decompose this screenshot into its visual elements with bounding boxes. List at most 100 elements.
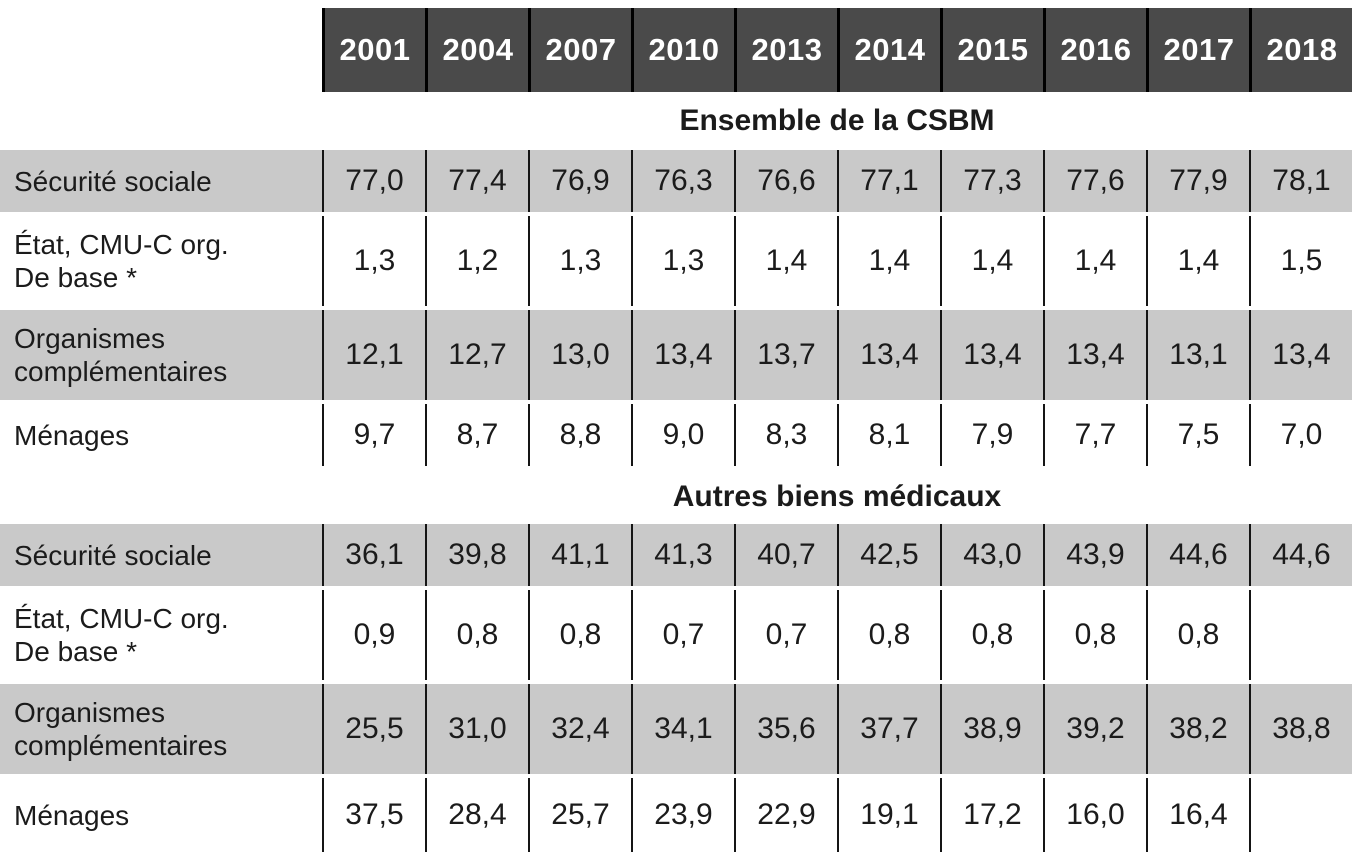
value-cell: 41,1 xyxy=(528,524,631,586)
value-cell: 77,3 xyxy=(940,150,1043,212)
value-cell: 25,7 xyxy=(528,778,631,852)
section-title: Ensemble de la CSBM xyxy=(679,104,995,137)
row-label: Organismes complémentaires xyxy=(14,323,228,387)
value-cell: 34,1 xyxy=(631,684,734,774)
year-header-cell: 2007 xyxy=(531,8,631,92)
value-cell: 38,8 xyxy=(1249,684,1352,774)
year-header-cell: 2010 xyxy=(634,8,734,92)
value-cell: 37,7 xyxy=(837,684,940,774)
value-cell: 76,6 xyxy=(734,150,837,212)
value-cell: 28,4 xyxy=(425,778,528,852)
value-cell: 44,6 xyxy=(1146,524,1249,586)
row-label: Sécurité sociale xyxy=(14,539,212,571)
value-cell: 8,8 xyxy=(528,404,631,466)
value-cell: 9,7 xyxy=(322,404,425,466)
value-cell: 19,1 xyxy=(837,778,940,852)
year-header-row: 2001 2004 2007 2010 2013 2014 2015 2016 2017 2018 xyxy=(322,8,1352,92)
value-cell: 13,4 xyxy=(631,310,734,400)
value-cell: 76,9 xyxy=(528,150,631,212)
value-cell: 43,9 xyxy=(1043,524,1146,586)
value-cell: 0,7 xyxy=(734,590,837,680)
value-cell: 76,3 xyxy=(631,150,734,212)
year-header-cell: 2013 xyxy=(737,8,837,92)
value-cell: 36,1 xyxy=(322,524,425,586)
value-cell: 0,9 xyxy=(322,590,425,680)
value-cell: 7,9 xyxy=(940,404,1043,466)
value-cell: 1,5 xyxy=(1249,216,1352,306)
value-cell: 13,4 xyxy=(940,310,1043,400)
value-cell: 40,7 xyxy=(734,524,837,586)
value-cell: 37,5 xyxy=(322,778,425,852)
value-cell: 13,1 xyxy=(1146,310,1249,400)
value-cell: 7,5 xyxy=(1146,404,1249,466)
value-cell: 77,6 xyxy=(1043,150,1146,212)
value-cell: 1,4 xyxy=(1146,216,1249,306)
year-header-cell: 2004 xyxy=(428,8,528,92)
value-cell: 7,0 xyxy=(1249,404,1352,466)
value-cell: 13,4 xyxy=(837,310,940,400)
table-body: Ensemble de la CSBM Sécurité sociale 77,0 7… xyxy=(0,92,1352,852)
row-label: Ménages xyxy=(14,419,130,451)
value-cell: 0,8 xyxy=(1146,590,1249,680)
value-cell: 35,6 xyxy=(734,684,837,774)
table-row: Organismes complémentaires 12,1 12,7 13,0 13… xyxy=(0,310,1352,400)
value-cell: 7,7 xyxy=(1043,404,1146,466)
value-cell: 77,1 xyxy=(837,150,940,212)
value-cell: 0,8 xyxy=(528,590,631,680)
value-cell: 13,4 xyxy=(1043,310,1146,400)
value-cell: 31,0 xyxy=(425,684,528,774)
value-cell: 16,0 xyxy=(1043,778,1146,852)
value-cell: 1,4 xyxy=(734,216,837,306)
row-label: Organismes complémentaires xyxy=(14,697,228,761)
value-cell: 77,0 xyxy=(322,150,425,212)
value-cell: 8,3 xyxy=(734,404,837,466)
table-row: Organismes complémentaires 25,5 31,0 32,4 34… xyxy=(0,684,1352,774)
value-cell: 43,0 xyxy=(940,524,1043,586)
value-cell: 44,6 xyxy=(1249,524,1352,586)
value-cell: 23,9 xyxy=(631,778,734,852)
table-row: Sécurité sociale 36,1 39,8 41,1 41,3 40,7 42,5… xyxy=(0,524,1352,586)
value-cell: 39,8 xyxy=(425,524,528,586)
year-header-cell: 2016 xyxy=(1046,8,1146,92)
value-cell xyxy=(1249,590,1352,680)
year-header-cell: 2018 xyxy=(1252,8,1352,92)
value-cell: 0,8 xyxy=(837,590,940,680)
year-header-cell: 2015 xyxy=(943,8,1043,92)
value-cell: 25,5 xyxy=(322,684,425,774)
value-cell: 0,8 xyxy=(1043,590,1146,680)
value-cell: 22,9 xyxy=(734,778,837,852)
value-cell xyxy=(1249,778,1352,852)
value-cell: 8,1 xyxy=(837,404,940,466)
row-label: Ménages xyxy=(14,799,130,831)
value-cell: 1,4 xyxy=(940,216,1043,306)
row-label: État, CMU-C org. De base * xyxy=(14,229,229,293)
row-label: Sécurité sociale xyxy=(14,165,212,197)
value-cell: 8,7 xyxy=(425,404,528,466)
value-cell: 0,8 xyxy=(940,590,1043,680)
row-label: État, CMU-C org. De base * xyxy=(14,603,229,667)
value-cell: 1,3 xyxy=(322,216,425,306)
value-cell: 1,3 xyxy=(631,216,734,306)
value-cell: 39,2 xyxy=(1043,684,1146,774)
value-cell: 38,9 xyxy=(940,684,1043,774)
table-row: État, CMU-C org. De base * 0,9 0,8 0,8 0,7 0,… xyxy=(0,590,1352,680)
value-cell: 32,4 xyxy=(528,684,631,774)
value-cell: 0,7 xyxy=(631,590,734,680)
value-cell: 77,9 xyxy=(1146,150,1249,212)
value-cell: 12,1 xyxy=(322,310,425,400)
table-row: Ménages 9,7 8,7 8,8 9,0 8,3 8,1 7,9 7,7 7,5 7,0 xyxy=(0,404,1352,466)
value-cell: 77,4 xyxy=(425,150,528,212)
table-row: État, CMU-C org. De base * 1,3 1,2 1,3 1,3 1,… xyxy=(0,216,1352,306)
value-cell: 13,4 xyxy=(1249,310,1352,400)
value-cell: 1,3 xyxy=(528,216,631,306)
value-cell: 1,4 xyxy=(837,216,940,306)
year-header-cell: 2014 xyxy=(840,8,940,92)
year-header-cell: 2001 xyxy=(325,8,425,92)
table-row: Sécurité sociale 77,0 77,4 76,9 76,3 76,6 77,1… xyxy=(0,150,1352,212)
value-cell: 38,2 xyxy=(1146,684,1249,774)
value-cell: 41,3 xyxy=(631,524,734,586)
value-cell: 0,8 xyxy=(425,590,528,680)
value-cell: 1,4 xyxy=(1043,216,1146,306)
value-cell: 16,4 xyxy=(1146,778,1249,852)
